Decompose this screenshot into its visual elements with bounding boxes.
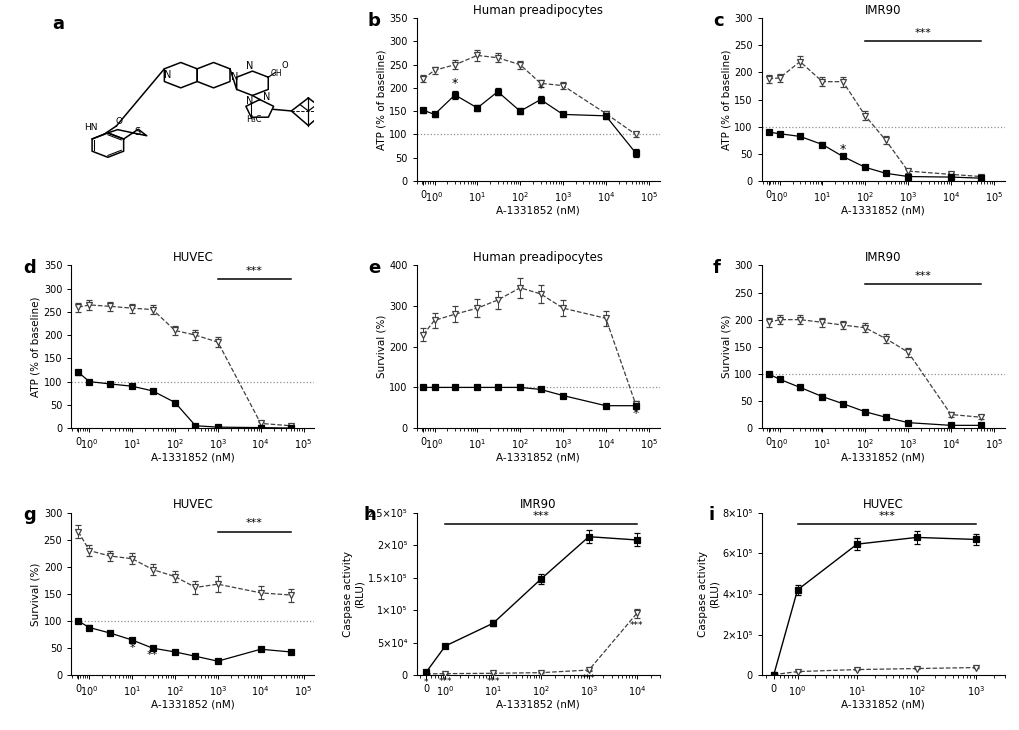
Text: c: c xyxy=(712,12,722,30)
Text: *: * xyxy=(632,407,638,420)
Text: a: a xyxy=(52,15,64,33)
Text: d: d xyxy=(22,259,36,277)
Text: *: * xyxy=(537,82,543,95)
Text: ***: *** xyxy=(246,518,263,529)
Y-axis label: ATP (% of baseline): ATP (% of baseline) xyxy=(376,50,386,150)
X-axis label: A-1331852 (nM): A-1331852 (nM) xyxy=(495,699,580,710)
X-axis label: A-1331852 (nM): A-1331852 (nM) xyxy=(841,453,924,462)
Text: ***: *** xyxy=(630,621,643,631)
Text: h: h xyxy=(363,506,375,524)
Text: N: N xyxy=(247,61,254,72)
Y-axis label: ATP (% of baseline): ATP (% of baseline) xyxy=(31,296,41,397)
X-axis label: A-1331852 (nM): A-1331852 (nM) xyxy=(495,453,580,462)
Text: i: i xyxy=(707,506,713,524)
Y-axis label: Survival (%): Survival (%) xyxy=(720,315,731,378)
Y-axis label: ATP (% of baseline): ATP (% of baseline) xyxy=(720,50,731,150)
Text: OH: OH xyxy=(270,69,282,77)
Title: HUVEC: HUVEC xyxy=(862,499,903,512)
Text: HN: HN xyxy=(84,123,98,132)
Title: Human preadipocytes: Human preadipocytes xyxy=(473,4,602,17)
X-axis label: A-1331852 (nM): A-1331852 (nM) xyxy=(151,699,234,710)
Text: *: * xyxy=(129,643,135,653)
Text: f: f xyxy=(712,259,720,277)
X-axis label: A-1331852 (nM): A-1331852 (nM) xyxy=(841,699,924,710)
Text: ***: *** xyxy=(246,266,263,276)
Title: IMR90: IMR90 xyxy=(520,499,555,512)
Y-axis label: Survival (%): Survival (%) xyxy=(376,315,386,378)
Text: O: O xyxy=(281,61,288,70)
Text: ***: *** xyxy=(914,28,930,38)
Text: S: S xyxy=(133,127,140,137)
Text: ***: *** xyxy=(914,271,930,281)
Text: ***: *** xyxy=(877,510,895,520)
Text: ***: *** xyxy=(532,511,549,521)
Y-axis label: Survival (%): Survival (%) xyxy=(31,562,41,626)
Title: HUVEC: HUVEC xyxy=(172,251,213,264)
Text: ***: *** xyxy=(438,677,451,686)
Text: ***: *** xyxy=(582,674,595,683)
Y-axis label: Caspase activity
(RLU): Caspase activity (RLU) xyxy=(697,551,718,637)
Text: N: N xyxy=(247,96,254,106)
Text: ***: *** xyxy=(486,677,499,686)
Y-axis label: Caspase activity
(RLU): Caspase activity (RLU) xyxy=(343,551,365,637)
Text: H₃C: H₃C xyxy=(247,115,262,123)
Text: b: b xyxy=(368,12,380,30)
Text: N: N xyxy=(164,70,171,80)
Title: HUVEC: HUVEC xyxy=(172,499,213,512)
X-axis label: A-1331852 (nM): A-1331852 (nM) xyxy=(495,205,580,215)
X-axis label: A-1331852 (nM): A-1331852 (nM) xyxy=(841,205,924,215)
Text: *: * xyxy=(839,142,845,155)
Text: N: N xyxy=(263,91,270,101)
Title: IMR90: IMR90 xyxy=(864,4,901,17)
Text: **: ** xyxy=(147,650,158,661)
Text: e: e xyxy=(368,259,380,277)
Title: Human preadipocytes: Human preadipocytes xyxy=(473,251,602,264)
Text: *: * xyxy=(424,677,428,686)
Title: IMR90: IMR90 xyxy=(864,251,901,264)
Text: O: O xyxy=(116,117,122,126)
Text: N: N xyxy=(230,72,237,82)
Text: *: * xyxy=(451,77,458,90)
X-axis label: A-1331852 (nM): A-1331852 (nM) xyxy=(151,453,234,462)
Text: g: g xyxy=(22,506,36,524)
